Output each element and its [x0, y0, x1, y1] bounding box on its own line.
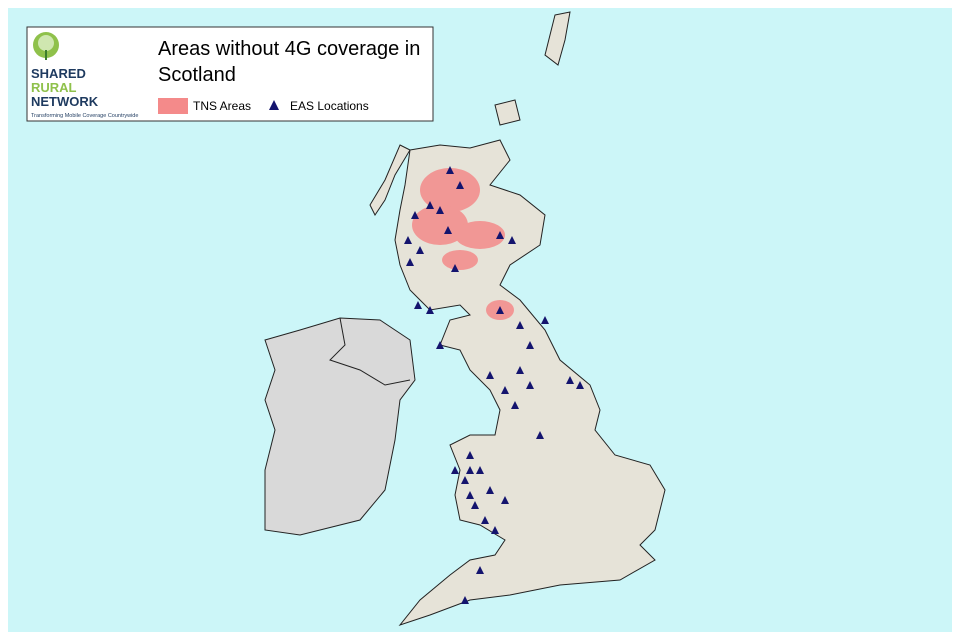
eas-marker — [526, 381, 534, 389]
logo-line3: NETWORK — [31, 94, 99, 109]
outer-hebrides — [369, 144, 411, 216]
eas-marker — [508, 236, 516, 244]
eas-marker — [536, 431, 544, 439]
logo-icon-inner — [38, 35, 54, 51]
eas-marker — [436, 206, 444, 214]
ni-border — [329, 317, 411, 386]
eas-marker — [426, 306, 434, 314]
eas-marker — [541, 316, 549, 324]
eas-marker — [496, 231, 504, 239]
eas-marker — [466, 451, 474, 459]
eas-marker — [476, 466, 484, 474]
eas-marker — [416, 246, 424, 254]
eas-marker — [471, 501, 479, 509]
eas-marker — [476, 566, 484, 574]
tns-swatch — [158, 98, 188, 114]
eas-marker — [466, 466, 474, 474]
logo-line2: RURAL — [31, 80, 77, 95]
eas-marker — [461, 596, 469, 604]
eas-marker — [466, 491, 474, 499]
eas-marker — [446, 166, 454, 174]
eas-marker — [444, 226, 452, 234]
eas-marker — [516, 366, 524, 374]
eas-marker — [404, 236, 412, 244]
eas-marker — [576, 381, 584, 389]
eas-marker — [414, 301, 422, 309]
legend-box — [26, 26, 434, 122]
eas-marker — [426, 201, 434, 209]
eas-marker — [501, 386, 509, 394]
eas-marker — [486, 371, 494, 379]
eas-marker — [436, 341, 444, 349]
tns-areas — [412, 168, 514, 320]
eas-marker — [511, 401, 519, 409]
legend-tns: TNS Areas — [193, 99, 251, 113]
eas-marker — [566, 376, 574, 384]
eas-marker — [406, 258, 414, 266]
eas-locations — [404, 166, 584, 604]
eas-marker — [516, 321, 524, 329]
ireland — [264, 317, 416, 536]
eas-marker — [481, 516, 489, 524]
legend-eas: EAS Locations — [290, 99, 369, 113]
eas-marker — [411, 211, 419, 219]
shetland — [544, 11, 571, 66]
eas-marker — [491, 526, 499, 534]
logo-line1: SHARED — [31, 66, 86, 81]
orkney — [494, 99, 521, 126]
eas-marker — [486, 486, 494, 494]
eas-swatch — [269, 100, 279, 110]
logo-tagline: Transforming Mobile Coverage Countrywide — [31, 113, 138, 119]
eas-marker — [461, 476, 469, 484]
title: Areas without 4G coverage in Scotland — [158, 38, 421, 86]
eas-marker — [526, 341, 534, 349]
eas-marker — [501, 496, 509, 504]
title-wrap: Areas without 4G coverage in Scotland — [158, 38, 421, 86]
eas-marker — [451, 466, 459, 474]
eas-marker — [456, 181, 464, 189]
eas-marker — [496, 306, 504, 314]
eas-marker — [451, 264, 459, 272]
